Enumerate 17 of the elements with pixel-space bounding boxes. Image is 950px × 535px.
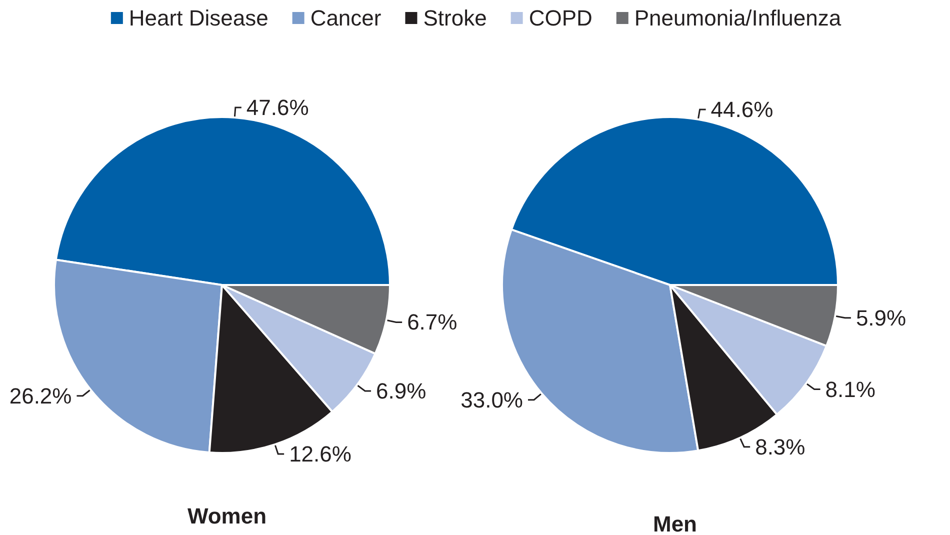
legend-label: Cancer	[310, 6, 382, 30]
data-label: 12.6%	[289, 441, 352, 466]
slice-label: Men	[653, 512, 697, 535]
legend-label: Stroke	[423, 6, 487, 30]
data-label: 33.0%	[460, 387, 524, 412]
data-label: 8.1%	[825, 376, 876, 402]
data-label: 6.9%	[376, 378, 426, 404]
data-label: 6.7%	[407, 310, 458, 335]
slice-label: Women	[187, 504, 267, 528]
data-label: 26.2%	[9, 383, 72, 408]
data-label: 47.6%	[246, 95, 309, 120]
legend-label: Heart Disease	[128, 6, 268, 30]
data-label: 5.9%	[856, 305, 906, 330]
data-label: 44.6%	[710, 97, 774, 122]
data-label: 8.3%	[755, 434, 806, 460]
legend-label: COPD	[528, 6, 592, 30]
legend-label: Pneumonia/Influenza	[634, 6, 842, 30]
